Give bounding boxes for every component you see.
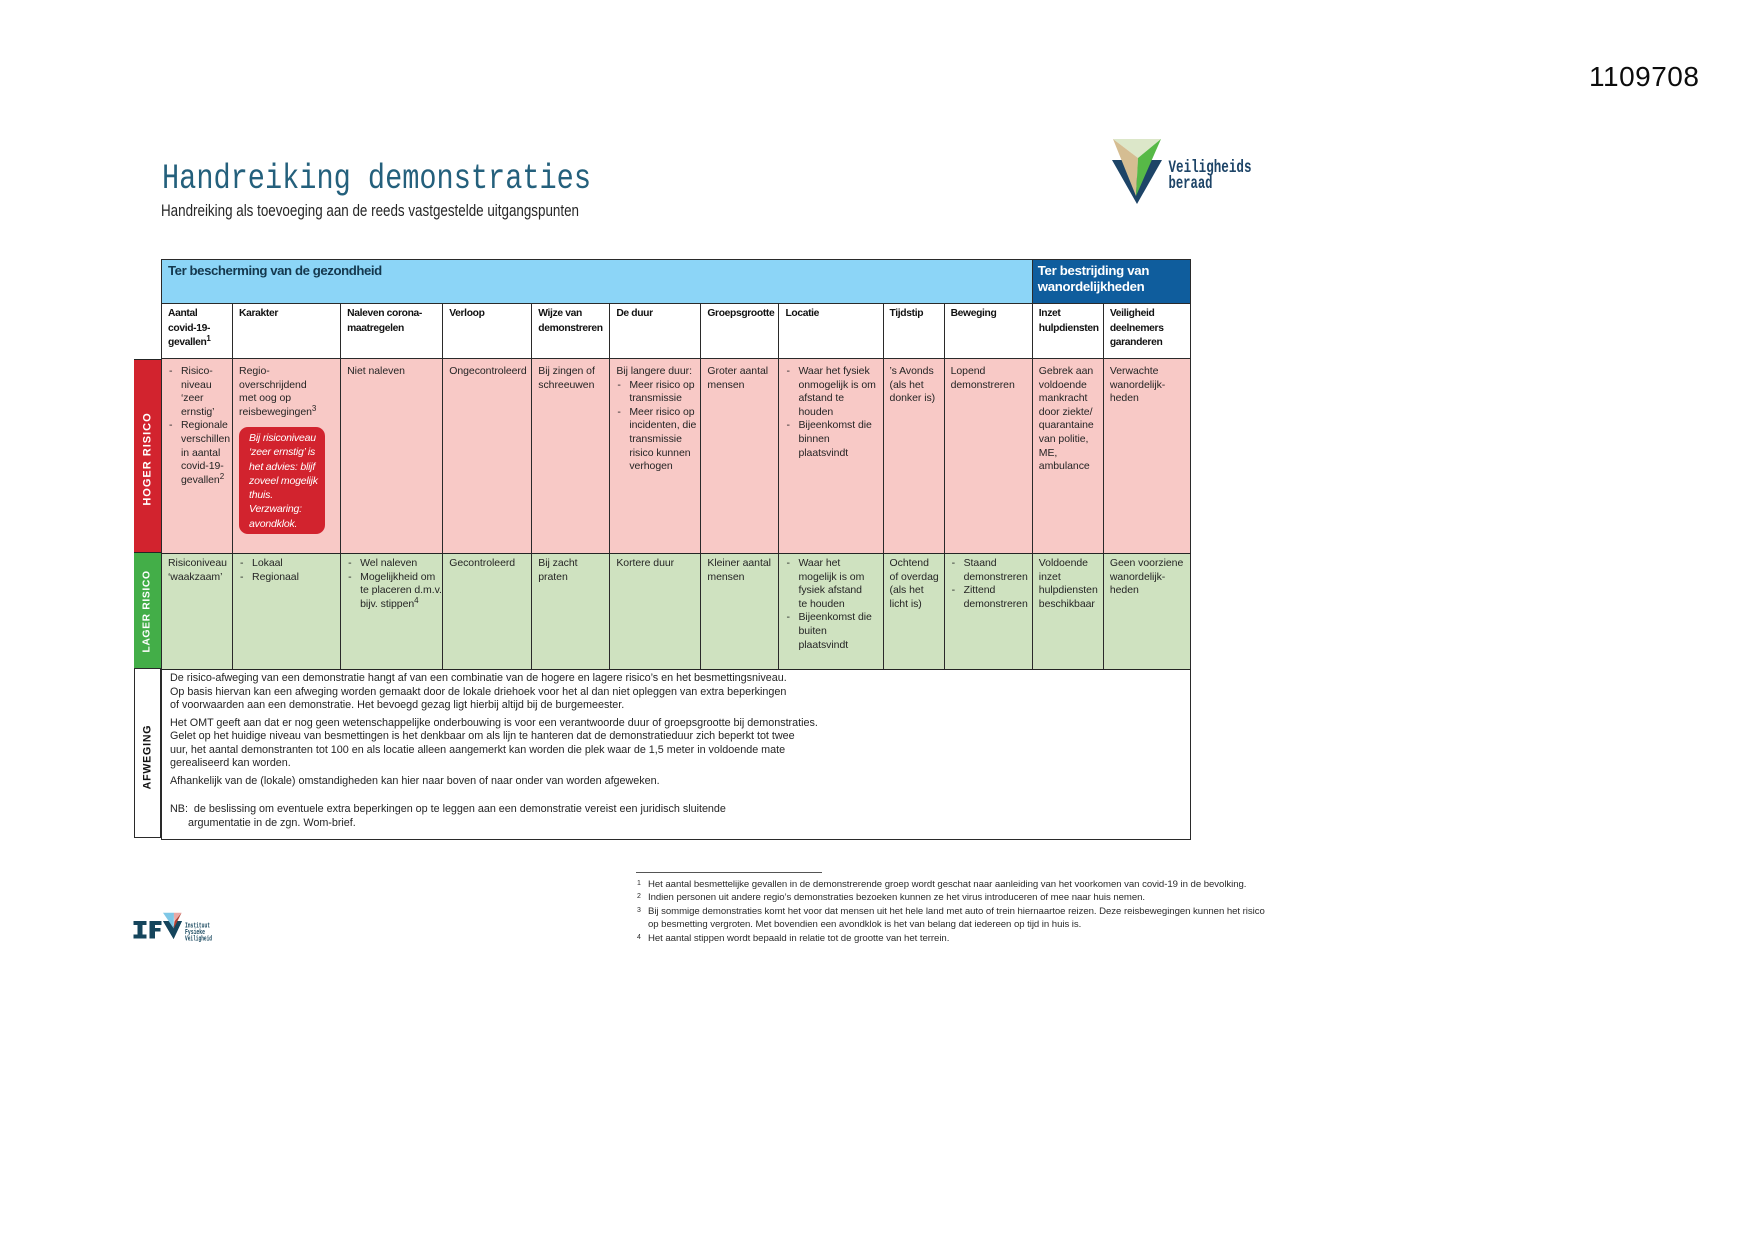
svg-text:beraad: beraad	[1169, 174, 1213, 194]
svg-text:Handreiking als toevoeging aan: Handreiking als toevoeging aan de reeds …	[161, 201, 579, 220]
svg-text:Veiligheid: Veiligheid	[185, 936, 212, 944]
svg-text:Instituut: Instituut	[185, 923, 210, 931]
svg-text:Handreiking demonstraties: Handreiking demonstraties	[162, 159, 591, 199]
svg-text:Fysieke: Fysieke	[185, 929, 205, 937]
svg-text:Veiligheids: Veiligheids	[1169, 158, 1252, 178]
